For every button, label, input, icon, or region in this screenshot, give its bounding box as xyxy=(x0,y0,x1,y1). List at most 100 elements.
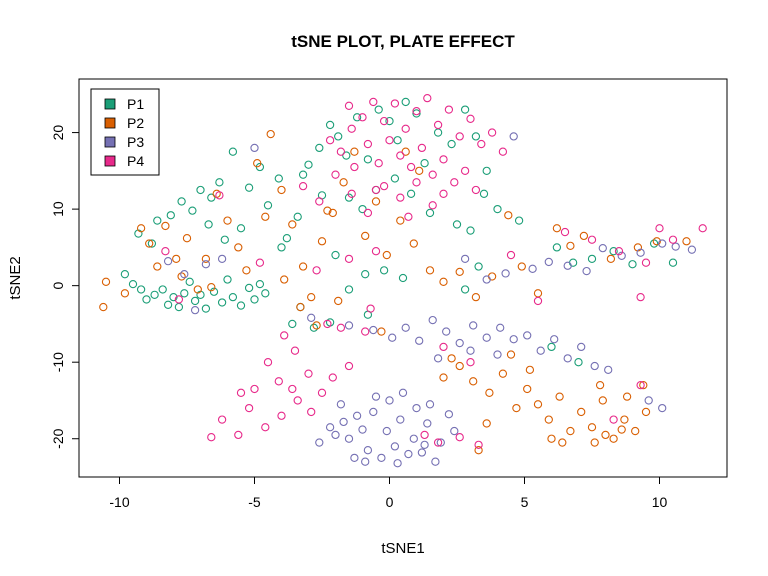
point-p1 xyxy=(358,204,367,214)
y-tick-label: -10 xyxy=(50,352,66,372)
point-p2 xyxy=(415,166,424,175)
point-p2 xyxy=(193,285,202,294)
point-p1 xyxy=(190,296,200,306)
point-p3 xyxy=(336,400,346,409)
point-p4 xyxy=(350,162,359,172)
point-p4 xyxy=(439,155,448,164)
x-tick-label: 0 xyxy=(386,494,394,510)
point-p4 xyxy=(274,377,283,386)
legend-label-p3: P3 xyxy=(127,134,144,150)
point-p4 xyxy=(344,361,354,371)
point-p3 xyxy=(433,354,443,363)
point-p3 xyxy=(658,239,667,248)
point-p4 xyxy=(466,114,475,123)
point-p4 xyxy=(379,116,389,126)
point-p1 xyxy=(609,247,618,256)
point-p3 xyxy=(315,438,324,447)
point-p2 xyxy=(409,239,418,248)
point-p1 xyxy=(471,132,481,141)
legend-box xyxy=(90,88,160,176)
point-p1 xyxy=(406,189,416,198)
point-p2 xyxy=(280,275,289,284)
data-points xyxy=(99,93,707,468)
point-p1 xyxy=(255,279,265,289)
point-p4 xyxy=(363,139,373,149)
point-p4 xyxy=(614,247,624,256)
point-p1 xyxy=(325,120,335,130)
point-p4 xyxy=(317,388,327,397)
point-p2 xyxy=(207,283,216,292)
legend-swatch-p4 xyxy=(104,155,116,167)
point-p3 xyxy=(528,264,537,273)
point-p2 xyxy=(153,262,162,271)
point-p3 xyxy=(404,449,413,459)
point-p3 xyxy=(460,254,470,264)
point-p3 xyxy=(563,354,572,363)
point-p2 xyxy=(120,289,130,298)
point-p4 xyxy=(288,384,297,394)
point-p1 xyxy=(342,151,351,160)
point-p4 xyxy=(371,247,381,256)
point-p3 xyxy=(393,459,402,468)
point-p4 xyxy=(460,166,470,175)
point-p4 xyxy=(428,170,437,179)
point-p3 xyxy=(382,426,391,436)
point-p2 xyxy=(182,234,192,243)
point-p1 xyxy=(334,132,343,141)
point-p3 xyxy=(250,143,259,153)
point-p3 xyxy=(409,434,418,443)
point-p2 xyxy=(598,396,607,405)
point-p1 xyxy=(298,170,308,179)
point-p3 xyxy=(190,305,200,315)
point-p2 xyxy=(323,206,332,215)
point-p1 xyxy=(244,283,254,293)
point-p3 xyxy=(423,419,432,428)
point-p4 xyxy=(361,327,370,336)
point-p4 xyxy=(344,101,354,110)
point-p3 xyxy=(390,442,400,451)
point-p1 xyxy=(261,289,270,298)
point-p3 xyxy=(582,266,591,276)
point-p2 xyxy=(312,321,321,330)
point-p2 xyxy=(506,350,516,359)
point-p3 xyxy=(369,325,378,335)
point-p1 xyxy=(628,260,637,269)
point-p4 xyxy=(498,147,508,156)
point-p2 xyxy=(558,438,567,447)
point-p3 xyxy=(344,321,354,330)
point-p2 xyxy=(552,224,562,233)
point-p1 xyxy=(466,226,475,235)
x-tick-label: -5 xyxy=(248,494,261,510)
point-p1 xyxy=(568,258,578,267)
point-p4 xyxy=(379,182,389,191)
point-p4 xyxy=(312,266,321,275)
point-p2 xyxy=(587,423,597,432)
point-p2 xyxy=(487,272,497,281)
point-p3 xyxy=(398,388,408,397)
point-p3 xyxy=(444,410,454,419)
point-p2 xyxy=(631,426,640,436)
point-p4 xyxy=(323,319,332,329)
point-p2 xyxy=(266,129,275,139)
point-p4 xyxy=(404,212,413,221)
point-p4 xyxy=(331,170,340,179)
point-p3 xyxy=(496,323,505,332)
point-p3 xyxy=(617,251,626,260)
point-p1 xyxy=(236,224,246,233)
point-p4 xyxy=(293,396,302,405)
point-p1 xyxy=(188,206,197,215)
point-p4 xyxy=(161,247,170,256)
point-p2 xyxy=(555,392,564,401)
point-p3 xyxy=(550,335,559,344)
x-tick-label: 5 xyxy=(521,494,529,510)
point-p2 xyxy=(339,178,348,187)
point-p2 xyxy=(547,434,556,443)
point-p1 xyxy=(158,285,167,294)
point-p2 xyxy=(277,185,286,195)
point-p2 xyxy=(622,392,632,401)
point-p1 xyxy=(244,183,254,192)
point-p1 xyxy=(361,270,370,279)
point-p4 xyxy=(412,178,421,187)
point-p3 xyxy=(377,453,386,463)
point-p1 xyxy=(398,273,408,283)
